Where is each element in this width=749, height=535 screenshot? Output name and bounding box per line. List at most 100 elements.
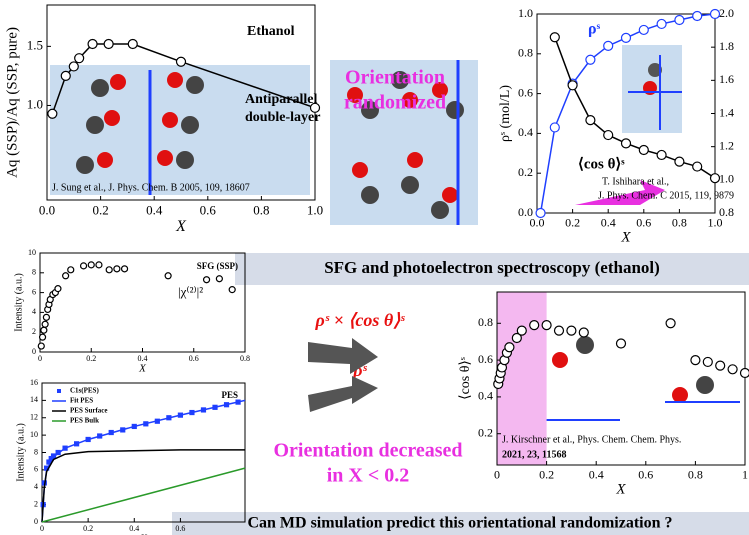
x-tick-label: 0.2 <box>86 354 96 363</box>
y2-tick-label: 2.0 <box>719 6 734 20</box>
data-point <box>96 262 102 268</box>
annotation: Antiparallel <box>245 92 317 107</box>
legend-label: PES Bulk <box>70 417 99 425</box>
data-point <box>666 319 675 328</box>
data-point <box>204 277 210 283</box>
annotation: PES <box>221 390 238 400</box>
data-point <box>550 33 559 42</box>
x-tick-label: 0 <box>38 354 42 363</box>
x-tick-label: 0.6 <box>636 216 651 230</box>
annotation: 2021, 23, 11568 <box>502 449 566 460</box>
y2-tick-label: 1.6 <box>719 72 734 86</box>
data-point <box>43 314 49 320</box>
y2-tick-label: 1.2 <box>719 138 734 152</box>
data-point <box>128 40 137 49</box>
data-point <box>741 368 749 377</box>
legend-swatch <box>57 389 61 393</box>
y-tick-label: 16 <box>30 378 38 387</box>
data-point <box>88 40 97 49</box>
x-tick-label: 0.6 <box>638 468 653 482</box>
y-tick-label: 1.0 <box>27 96 43 111</box>
data-point <box>622 139 631 148</box>
y-axis-label: ρˢ (mol/L) <box>498 85 513 142</box>
data-point <box>622 33 631 42</box>
x-tick-label: 0.8 <box>240 354 250 363</box>
x-tick-label: 0.2 <box>83 524 93 533</box>
y-tick-label: 12 <box>30 413 38 422</box>
y-tick-label: 0.2 <box>518 165 533 179</box>
x-tick-label: 0 <box>40 524 44 533</box>
y-axis-label: Intensity (a.u.) <box>13 273 24 332</box>
y2-tick-label: 1.0 <box>719 172 734 186</box>
data-point <box>711 10 720 19</box>
y-tick-label: 0.8 <box>478 315 493 329</box>
x-axis-label: X <box>615 482 626 498</box>
y-tick-label: 0.6 <box>478 352 493 366</box>
data-point <box>675 157 684 166</box>
y-axis-label: Aq (SSP)/Aq (SSP, pure) <box>5 27 21 178</box>
y-tick-label: 1.0 <box>518 6 533 20</box>
data-point <box>69 62 78 71</box>
data-point <box>657 150 666 159</box>
data-point <box>604 41 613 50</box>
y-tick-label: 14 <box>30 395 38 404</box>
y-tick-label: 2 <box>34 499 38 508</box>
y-tick-label: 10 <box>30 430 38 439</box>
x-tick-label: 0.0 <box>39 203 55 218</box>
x-tick-label: 1 <box>742 468 748 482</box>
x-tick-label: 0.4 <box>146 203 163 218</box>
y-tick-label: 10 <box>28 248 36 257</box>
annotation: J. Sung et al., J. Phys. Chem. B 2005, 1… <box>52 182 250 193</box>
data-point <box>639 145 648 154</box>
section-header: SFG and photoelectron spectroscopy (etha… <box>324 258 660 277</box>
x-axis-label: X <box>138 362 147 374</box>
x-tick-label: 0.6 <box>189 354 199 363</box>
y-tick-label: 8 <box>34 447 38 456</box>
y-tick-label: 0 <box>32 347 36 356</box>
slide: SFG and photoelectron spectroscopy (etha… <box>0 0 749 535</box>
data-point <box>165 273 171 279</box>
x-tick-label: 0.4 <box>589 468 604 482</box>
y-axis-label: ⟨cos θ⟩ˢ <box>458 357 473 400</box>
data-point <box>63 273 69 279</box>
x-tick-label: 0.8 <box>688 468 703 482</box>
x-tick-label: 0.2 <box>565 216 580 230</box>
data-point <box>693 162 702 171</box>
data-point <box>604 131 613 140</box>
data-point <box>42 321 48 327</box>
data-point <box>114 266 120 272</box>
y-tick-label: 0.4 <box>518 125 533 139</box>
annotation: double-layer <box>245 110 320 125</box>
y-tick-label: 1.5 <box>27 37 43 52</box>
x-tick-label: 0.2 <box>92 203 108 218</box>
data-point <box>75 54 84 63</box>
data-point <box>122 266 128 272</box>
data-point <box>567 326 576 335</box>
data-point <box>55 286 61 292</box>
y2-tick-label: 0.8 <box>719 205 734 219</box>
y-tick-label: 4 <box>32 307 36 316</box>
data-point <box>505 343 514 352</box>
data-point <box>675 15 684 24</box>
y-tick-label: 0.2 <box>478 425 493 439</box>
data-point <box>106 267 112 273</box>
data-point <box>568 81 577 90</box>
x-axis-label: X <box>620 230 631 246</box>
y2-tick-label: 1.8 <box>719 39 734 53</box>
annotation: ρˢ × ⟨cos θ⟩ˢ <box>315 310 406 330</box>
data-point <box>716 361 725 370</box>
x-tick-label: 0.4 <box>601 216 616 230</box>
legend-label: PES Surface <box>70 407 108 415</box>
data-point <box>579 328 588 337</box>
data-point <box>81 263 87 269</box>
data-point <box>728 365 737 374</box>
y-tick-label: 6 <box>34 465 38 474</box>
data-point <box>617 339 626 348</box>
y-tick-label: 8 <box>32 268 36 277</box>
data-point <box>229 287 235 293</box>
annotation: J. Kirschner et al., Phys. Chem. Chem. P… <box>502 434 681 445</box>
data-point <box>639 25 648 34</box>
annotation: Ethanol <box>247 24 295 39</box>
data-point <box>542 321 551 330</box>
annotation: T. Ishihara et al., <box>602 176 669 187</box>
